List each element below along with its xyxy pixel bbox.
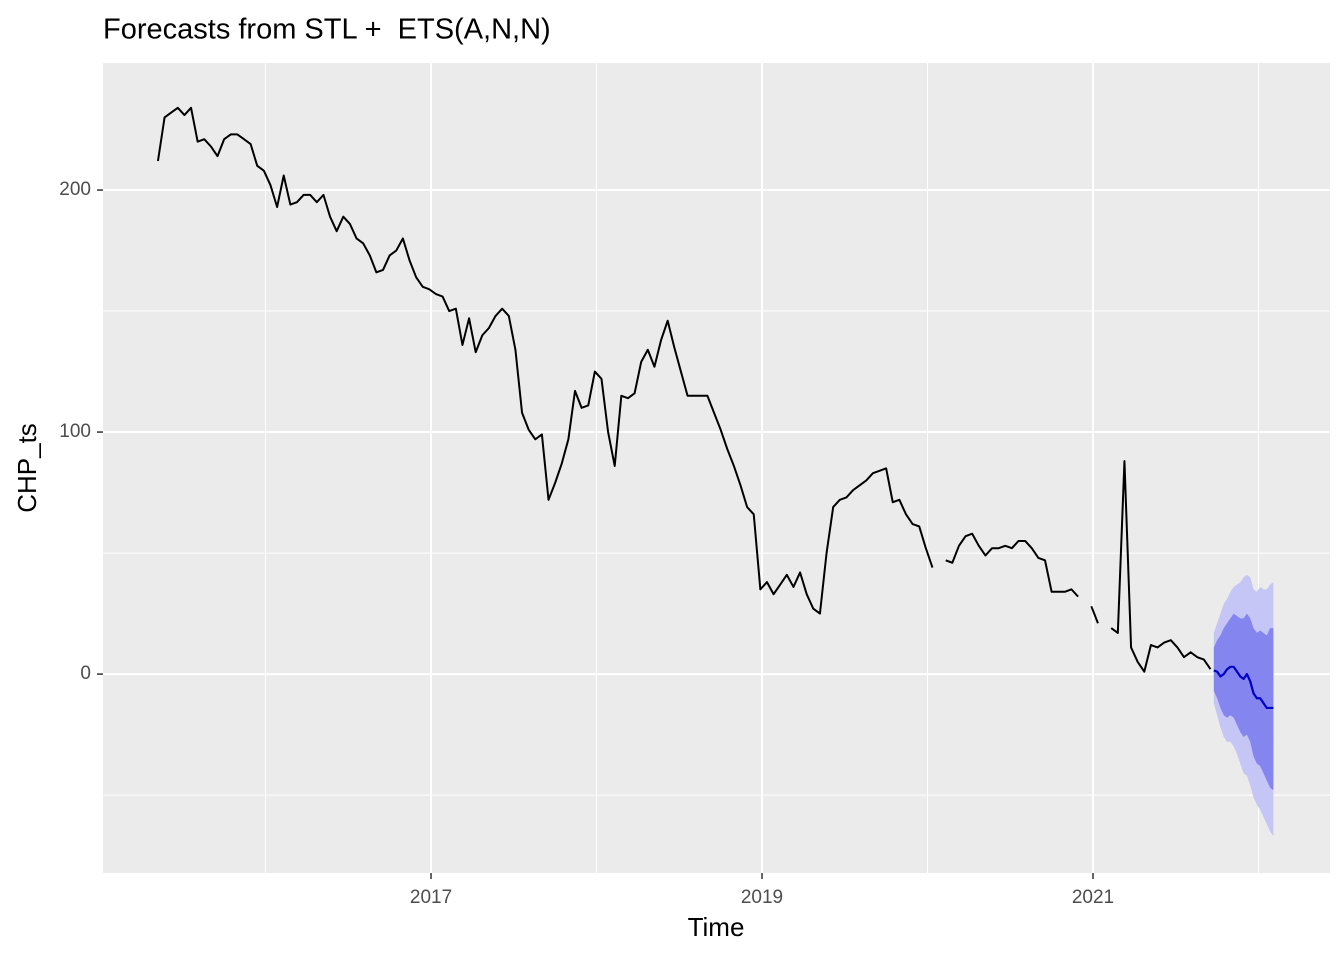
grid: [103, 63, 1330, 873]
axes: 2017 2019 2021 0 100 200: [59, 179, 1114, 908]
x-tick-label: 2021: [1072, 887, 1114, 908]
panel: [103, 63, 1330, 873]
forecast-mean-line: [1213, 665, 1274, 710]
y-tick-label: 0: [80, 663, 91, 684]
x-tick-label: 2019: [741, 887, 783, 908]
plot-area: [156, 106, 1274, 837]
y-tick-label: 100: [59, 421, 91, 442]
x-tick-label: 2017: [410, 887, 452, 908]
y-axis-label: CHP_ts: [12, 423, 42, 513]
chart-title: Forecasts from STL + ETS(A,N,N): [103, 14, 551, 46]
x-axis-label: Time: [688, 912, 745, 942]
band-80: [1213, 613, 1274, 791]
history-line: [156, 106, 1212, 673]
y-tick-label: 200: [59, 179, 91, 200]
